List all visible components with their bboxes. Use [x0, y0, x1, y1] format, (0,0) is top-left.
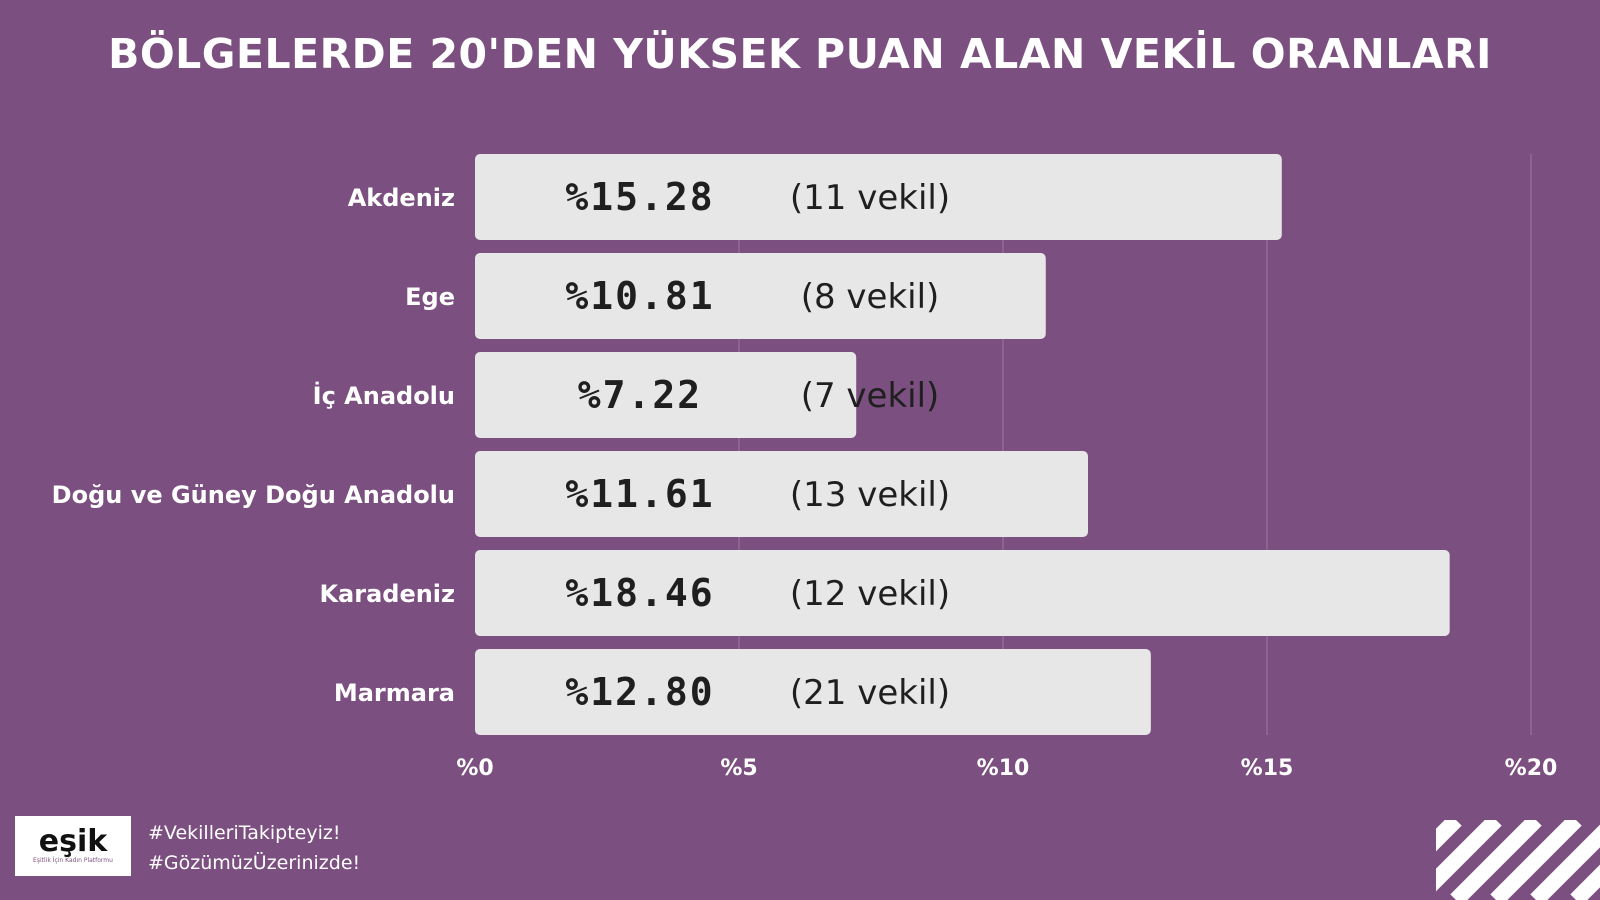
value-label: %7.22: [578, 373, 702, 417]
count-label: (11 vekil): [790, 178, 950, 218]
logo-word: eşik: [38, 824, 108, 859]
bar: [475, 253, 1046, 339]
stripes-decoration: [1436, 820, 1600, 900]
bar: [475, 352, 857, 438]
x-tick-label: %20: [1505, 756, 1558, 781]
x-tick-label: %5: [720, 756, 757, 781]
x-tick-label: %10: [977, 756, 1030, 781]
value-label: %11.61: [565, 472, 714, 516]
category-label: İç Anadolu: [313, 381, 455, 410]
count-label: (8 vekil): [801, 277, 940, 317]
bar: [475, 451, 1089, 537]
bar: [475, 649, 1151, 735]
x-tick-label: %15: [1241, 756, 1294, 781]
category-label: Karadeniz: [319, 580, 455, 608]
value-label: %12.80: [565, 670, 714, 714]
category-label: Marmara: [334, 679, 455, 707]
count-label: (13 vekil): [790, 475, 950, 515]
category-label: Akdeniz: [348, 184, 455, 212]
logo-subtext: Eşitlik İçin Kadın Platformu: [33, 857, 113, 864]
value-label: %18.46: [565, 571, 714, 615]
count-label: (12 vekil): [790, 574, 950, 614]
bar-chart: Akdeniz %15.28 (11 vekil) Ege %10.81 (8 vekil…: [52, 154, 1558, 781]
bar: [475, 550, 1450, 636]
value-label: %15.28: [565, 175, 714, 219]
bar: [475, 154, 1282, 240]
hashtag-1: #VekilleriTakipteyiz!: [148, 822, 341, 844]
x-tick-label: %0: [456, 756, 493, 781]
count-label: (21 vekil): [790, 673, 950, 713]
esik-logo: eşik Eşitlik İçin Kadın Platformu: [15, 816, 131, 876]
chart-title: BÖLGELERDE 20'DEN YÜKSEK PUAN ALAN VEKİL…: [108, 30, 1492, 78]
category-label: Doğu ve Güney Doğu Anadolu: [52, 481, 455, 509]
value-label: %10.81: [565, 274, 714, 318]
category-label: Ege: [405, 283, 455, 311]
count-label: (7 vekil): [801, 376, 940, 416]
hashtag-2: #GözümüzÜzerinizde!: [148, 852, 361, 874]
